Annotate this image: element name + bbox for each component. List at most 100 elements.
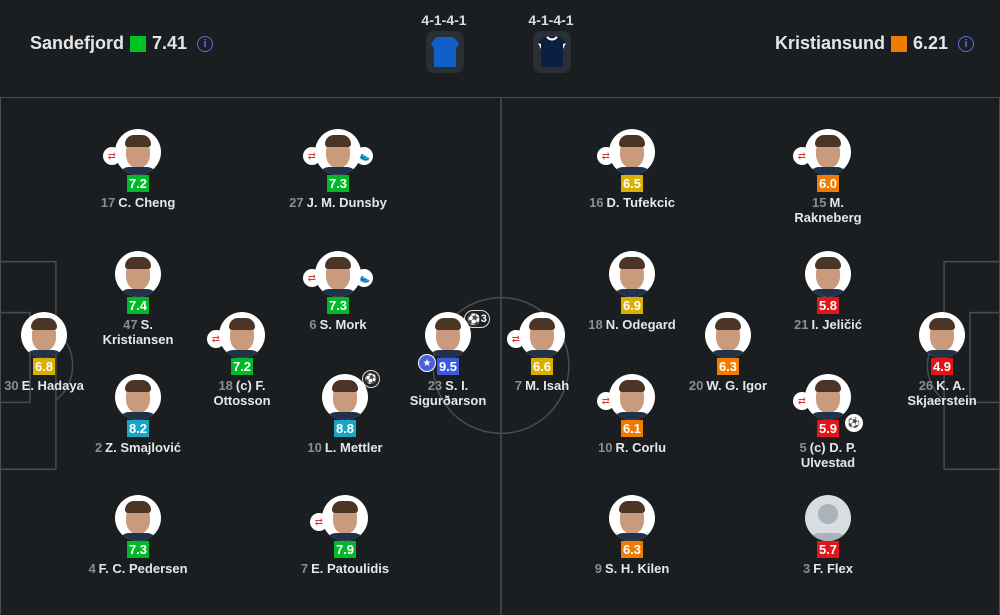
player-card[interactable]: ⇄ 6.1 10 R. Corlu (572, 374, 692, 455)
goal-count: 3 (480, 313, 487, 325)
player-card[interactable]: 5.7 3 F. Flex (768, 495, 888, 576)
player-name: S. I. Sigurðarson (409, 378, 487, 408)
player-name-line: 7 M. Isah (492, 378, 592, 393)
player-name: F. C. Pedersen (98, 561, 188, 576)
player-avatar (315, 251, 361, 297)
player-avatar (805, 129, 851, 175)
player-name-line: 47 S. Kristiansen (88, 317, 188, 347)
player-name-line: 10 R. Corlu (582, 440, 682, 455)
home-rating-swatch (130, 35, 147, 52)
player-rating: 4.9 (931, 358, 953, 375)
player-card[interactable]: ⇄ 👟 7.3 6 S. Mork (278, 251, 398, 332)
player-name: C. Cheng (118, 195, 176, 210)
player-rating: 7.2 (231, 358, 253, 375)
player-number: 7 (514, 378, 523, 393)
player-rating: 6.6 (531, 358, 553, 375)
player-card[interactable]: 7.4 47 S. Kristiansen (78, 251, 198, 347)
player-number: 7 (300, 561, 309, 576)
player-card[interactable]: 6.9 18 N. Odegard (572, 251, 692, 332)
player-card[interactable]: 7.3 4 F. C. Pedersen (78, 495, 198, 576)
goal-ball-icon: ⚽ (362, 370, 380, 388)
player-name: J. M. Dunsby (306, 195, 387, 210)
home-team-header: Sandefjord 7.41 i (30, 33, 214, 54)
player-avatar (115, 374, 161, 420)
player-number: 20 (688, 378, 704, 393)
player-name-line: 15 M. Rakneberg (778, 195, 878, 225)
player-number: 18 (218, 378, 233, 393)
player-of-match-star-icon: ★ (418, 354, 436, 372)
player-card[interactable]: 6.3 20 W. G. Igor (668, 312, 788, 393)
player-number: 15 (812, 195, 827, 210)
player-avatar (21, 312, 67, 358)
player-number: 30 (4, 378, 19, 393)
player-avatar (219, 312, 265, 358)
player-rating: 6.0 (817, 175, 839, 192)
player-name-line: 18 (c) F. Ottosson (192, 378, 292, 408)
player-number: 2 (94, 440, 103, 455)
player-name: (c) D. P. Ulvestad (800, 440, 857, 470)
player-avatar (609, 129, 655, 175)
player-card[interactable]: ⇄ 7.2 17 C. Cheng (78, 129, 198, 210)
player-card[interactable]: 8.2 2 Z. Smajlović (78, 374, 198, 455)
player-number: 18 (588, 317, 603, 332)
player-avatar (919, 312, 965, 358)
player-card[interactable]: ⇄ ⚽ 5.9 5 (c) D. P. Ulvestad (768, 374, 888, 470)
player-avatar (609, 495, 655, 541)
player-card[interactable]: ⇄ 7.9 7 E. Patoulidis (285, 495, 405, 576)
player-card[interactable]: ⇄ 6.0 15 M. Rakneberg (768, 129, 888, 225)
home-team-name[interactable]: Sandefjord (30, 33, 125, 53)
player-name: (c) F. Ottosson (213, 378, 271, 408)
player-number: 10 (307, 440, 322, 455)
player-name-line: 6 S. Mork (288, 317, 388, 332)
player-card[interactable]: 5.8 21 I. Jeličić (768, 251, 888, 332)
player-name: R. Corlu (615, 440, 667, 455)
player-avatar (805, 374, 851, 420)
away-kit-icon (533, 31, 571, 73)
player-number: 6 (309, 317, 317, 332)
player-name-line: 20 W. G. Igor (678, 378, 778, 393)
away-team-name[interactable]: Kristiansund (774, 33, 885, 53)
home-kit-icon (426, 31, 464, 73)
player-card[interactable]: ⇄ 6.5 16 D. Tufekcic (572, 129, 692, 210)
player-name: S. Kristiansen (102, 317, 174, 347)
player-number: 26 (918, 378, 934, 393)
player-name-line: 23 S. I. Sigurðarson (398, 378, 498, 408)
player-card[interactable]: ⇄ 6.6 7 M. Isah (482, 312, 602, 393)
player-rating: 7.9 (334, 541, 356, 558)
player-number: 10 (597, 440, 613, 455)
player-rating: 6.8 (33, 358, 55, 375)
away-rating-swatch (890, 35, 907, 52)
player-rating: 6.1 (621, 420, 643, 437)
player-avatar-placeholder (805, 495, 851, 541)
player-card[interactable]: ⚽ 8.8 10 L. Mettler (285, 370, 405, 455)
player-rating: 8.8 (334, 420, 356, 437)
player-rating: 6.3 (717, 358, 739, 375)
player-name: E. Patoulidis (311, 561, 390, 576)
player-avatar (705, 312, 751, 358)
player-name: E. Hadaya (21, 378, 84, 393)
player-name: I. Jeličić (811, 317, 863, 332)
home-formation: 4-1-4-1 (421, 12, 467, 28)
player-card[interactable]: ★ ⚽ 3 9.5 23 S. I. Sigurðarson (388, 310, 508, 408)
player-name-line: 21 I. Jeličić (778, 317, 878, 332)
player-rating: 5.7 (817, 541, 839, 558)
player-card[interactable]: 6.3 9 S. H. Kilen (572, 495, 692, 576)
player-number: 27 (289, 195, 304, 210)
player-rating: 7.3 (327, 175, 349, 192)
player-avatar (115, 129, 161, 175)
player-card[interactable]: 6.8 30 E. Hadaya (0, 312, 104, 393)
player-card[interactable]: ⇄ 👟 7.3 27 J. M. Dunsby (278, 129, 398, 210)
player-avatar (322, 495, 368, 541)
info-icon[interactable]: i (958, 35, 974, 52)
player-card[interactable]: ⇄ 7.2 18 (c) F. Ottosson (182, 312, 302, 408)
player-name-line: 16 D. Tufekcic (582, 195, 682, 210)
player-card[interactable]: 4.9 26 K. A. Skjaerstein (882, 312, 1000, 408)
player-name: K. A. Skjaerstein (907, 378, 977, 408)
player-number: 5 (799, 440, 807, 455)
player-name-line: 9 S. H. Kilen (582, 561, 682, 576)
player-number: 21 (793, 317, 809, 332)
player-name: W. G. Igor (706, 378, 768, 393)
info-icon[interactable]: i (197, 35, 214, 52)
player-name-line: 18 N. Odegard (582, 317, 682, 332)
player-name-line: 7 E. Patoulidis (295, 561, 395, 576)
